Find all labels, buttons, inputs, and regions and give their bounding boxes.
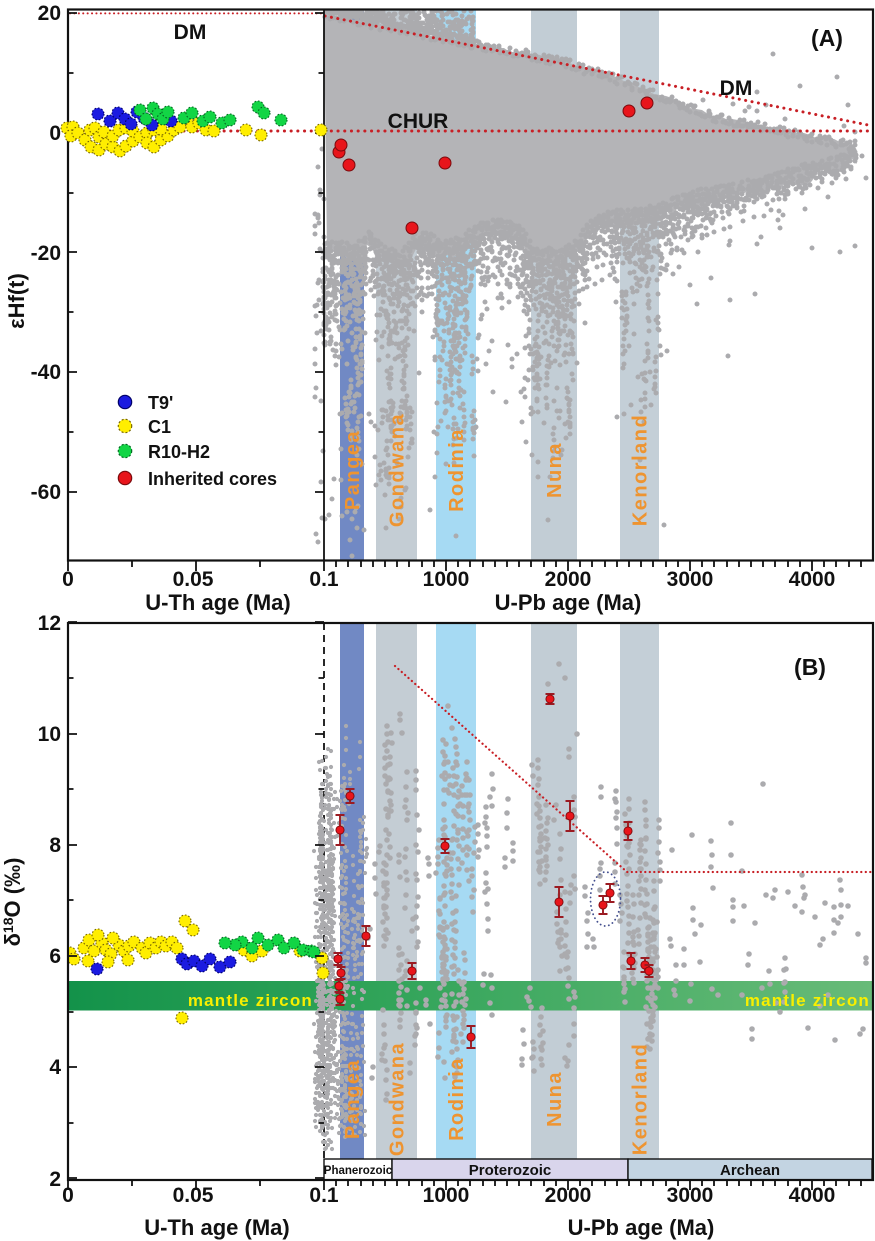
svg-text:0: 0 bbox=[49, 122, 61, 145]
svg-text:CHUR: CHUR bbox=[388, 110, 449, 133]
svg-text:U-Pb age (Ma): U-Pb age (Ma) bbox=[568, 1215, 715, 1240]
svg-text:Nuna: Nuna bbox=[544, 1071, 566, 1127]
svg-text:Phanerozoic: Phanerozoic bbox=[324, 1165, 393, 1177]
svg-text:Rodinia: Rodinia bbox=[446, 1057, 468, 1141]
svg-text:(B): (B) bbox=[794, 654, 826, 680]
svg-text:Rodinia: Rodinia bbox=[446, 428, 468, 512]
svg-text:20: 20 bbox=[38, 2, 61, 25]
svg-text:4000: 4000 bbox=[789, 1184, 836, 1207]
svg-text:U-Th age (Ma): U-Th age (Ma) bbox=[145, 590, 290, 615]
svg-text:3000: 3000 bbox=[667, 568, 714, 591]
svg-text:Pangea: Pangea bbox=[342, 430, 364, 510]
svg-text:4000: 4000 bbox=[789, 568, 836, 591]
svg-text:U-Th age (Ma): U-Th age (Ma) bbox=[144, 1215, 289, 1240]
svg-text:Inherited cores: Inherited cores bbox=[148, 469, 277, 489]
svg-text:-60: -60 bbox=[31, 481, 61, 504]
svg-text:0.05: 0.05 bbox=[173, 568, 214, 591]
svg-text:2000: 2000 bbox=[545, 1184, 592, 1207]
svg-text:Kenorland: Kenorland bbox=[630, 1043, 652, 1155]
svg-text:Gondwana: Gondwana bbox=[387, 1042, 409, 1156]
svg-text:1000: 1000 bbox=[423, 1184, 470, 1207]
svg-text:12: 12 bbox=[38, 612, 61, 635]
svg-text:4: 4 bbox=[49, 1056, 61, 1079]
svg-text:δ18O (‰): δ18O (‰) bbox=[0, 858, 25, 947]
svg-text:Gondwana: Gondwana bbox=[387, 413, 409, 527]
svg-text:3000: 3000 bbox=[667, 1184, 714, 1207]
svg-text:-40: -40 bbox=[31, 361, 61, 384]
svg-text:Nuna: Nuna bbox=[544, 442, 566, 498]
svg-text:6: 6 bbox=[49, 945, 61, 968]
svg-text:0.05: 0.05 bbox=[173, 1184, 214, 1207]
svg-text:0: 0 bbox=[62, 1184, 74, 1207]
svg-text:0: 0 bbox=[62, 568, 74, 591]
svg-text:DM: DM bbox=[174, 21, 207, 44]
svg-text:Proterozoic: Proterozoic bbox=[469, 1162, 552, 1179]
svg-text:T9': T9' bbox=[148, 393, 173, 413]
svg-text:(A): (A) bbox=[811, 25, 843, 51]
svg-text:10: 10 bbox=[38, 723, 61, 746]
svg-text:εHf(t): εHf(t) bbox=[4, 273, 29, 329]
svg-text:Archean: Archean bbox=[720, 1162, 780, 1179]
svg-text:Pangea: Pangea bbox=[342, 1059, 364, 1139]
svg-text:DM: DM bbox=[720, 77, 753, 100]
svg-text:0.1: 0.1 bbox=[309, 568, 339, 591]
svg-text:R10-H2: R10-H2 bbox=[148, 442, 210, 462]
svg-text:Kenorland: Kenorland bbox=[630, 414, 652, 526]
svg-text:2: 2 bbox=[49, 1168, 61, 1191]
svg-text:0.1: 0.1 bbox=[309, 1184, 339, 1207]
svg-text:U-Pb age (Ma): U-Pb age (Ma) bbox=[495, 590, 642, 615]
svg-text:2000: 2000 bbox=[545, 568, 592, 591]
svg-text:mantle zircon: mantle zircon bbox=[745, 991, 870, 1010]
svg-text:-20: -20 bbox=[31, 242, 61, 265]
svg-text:mantle zircon: mantle zircon bbox=[188, 991, 313, 1010]
svg-text:8: 8 bbox=[49, 834, 61, 857]
svg-text:1000: 1000 bbox=[423, 568, 470, 591]
svg-text:C1: C1 bbox=[148, 417, 171, 437]
